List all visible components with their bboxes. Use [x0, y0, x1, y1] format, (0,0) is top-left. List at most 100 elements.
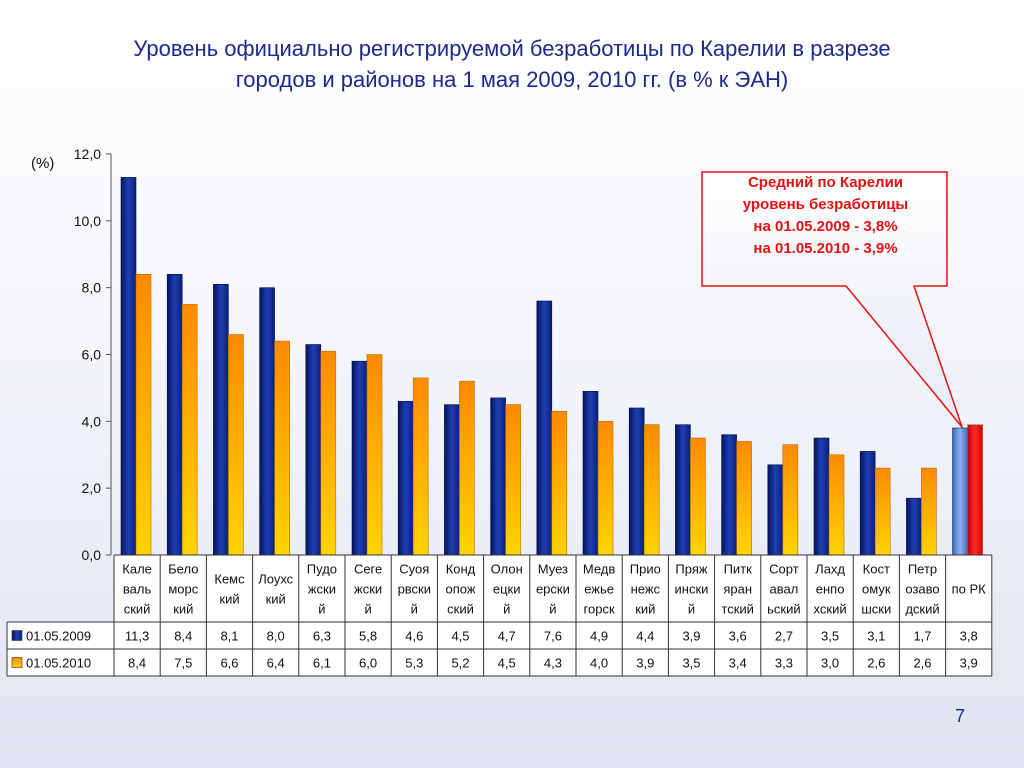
x-tick-label-line: й: [318, 602, 325, 617]
legend-swatch-2009: [11, 630, 23, 641]
x-tick-label: Конд опож ский: [445, 562, 475, 617]
x-tick-label-line: Прио: [630, 562, 661, 577]
x-tick-label-line: Пудо: [307, 562, 337, 577]
legend-label: 01.05.2009: [26, 629, 91, 644]
bar-2009: [166, 273, 183, 556]
bar-2009: [859, 451, 876, 556]
x-tick-label: по РК: [952, 582, 987, 597]
x-tick-label: Бело морс кий: [168, 562, 199, 617]
callout-line: на 01.05.2009 - 3,8%: [753, 218, 898, 235]
bar-2009: [721, 434, 737, 556]
legend-label: 01.05.2010: [26, 656, 91, 671]
x-tick-label-line: ецки: [493, 582, 521, 597]
x-tick-label-line: й: [549, 602, 556, 617]
x-tick-label-line: омук: [862, 582, 891, 597]
x-tick-label-line: нежс: [631, 582, 661, 597]
data-label: 3,6: [729, 629, 747, 644]
bar-2010: [597, 420, 614, 556]
x-tick-label: Пудо жски й: [307, 562, 337, 617]
bar-2010: [320, 350, 337, 556]
data-label: 3,8: [960, 629, 978, 644]
x-tick-label-line: Лоухс: [258, 572, 293, 587]
bar-2009: [675, 424, 691, 556]
y-tick-label: 8,0: [82, 280, 102, 296]
x-tick-label: Питк яран тский: [721, 562, 754, 617]
axis-layer: 0,0 2,0 4,0 6,0 8,0 10,0 12,0 (%): [31, 146, 112, 563]
data-label: 6,0: [359, 656, 377, 671]
data-label: 4,9: [590, 629, 608, 644]
x-tick-label: Кост омук шски: [861, 562, 891, 617]
x-tick-label-line: Кале: [122, 562, 152, 577]
bar-2010: [551, 410, 568, 556]
x-tick-label-line: Конд: [446, 562, 476, 577]
bar-2009: [397, 400, 414, 556]
data-label: 2,6: [867, 656, 885, 671]
slide-title: Уровень официально регистрируемой безраб…: [40, 33, 984, 95]
data-label: 3,1: [867, 629, 885, 644]
y-tick-label: 4,0: [82, 413, 102, 429]
x-tick-label-line: й: [411, 602, 418, 617]
x-tick-label-line: по РК: [952, 582, 987, 597]
x-tick-label-line: кий: [219, 592, 239, 607]
x-tick-label: Суоя рвски й: [398, 562, 431, 617]
y-axis-label: (%): [31, 155, 54, 172]
bar-2009: [259, 287, 275, 556]
data-label: 4,5: [498, 656, 516, 671]
x-tick-label-line: Кемс: [214, 572, 245, 587]
x-tick-label: Олон ецки й: [491, 562, 523, 617]
x-tick-label-line: валь: [123, 582, 152, 597]
x-tick-label-line: рвски: [398, 582, 431, 597]
page-number: 7: [954, 706, 965, 726]
x-tick-label: Муез ерски й: [536, 562, 570, 617]
bar-2010: [782, 444, 799, 556]
x-tick-label-line: ский: [447, 602, 474, 617]
callout-line: Средний по Карелии: [747, 174, 904, 191]
x-tick-label-line: Сорт: [769, 562, 799, 577]
bar-2010: [643, 424, 660, 556]
x-tick-label: Лахд енпо хский: [814, 562, 847, 617]
bar-2009: [444, 404, 460, 556]
x-tick-label-line: Суоя: [399, 562, 429, 577]
bar-2010: [505, 404, 521, 556]
x-tick-label-line: Кост: [863, 562, 890, 577]
data-label: 3,5: [821, 629, 839, 644]
data-label: 3,5: [682, 656, 700, 671]
data-label: 4,4: [636, 629, 654, 644]
data-label: 1,7: [913, 629, 931, 644]
data-label: 3,9: [960, 656, 978, 671]
x-tick-label-line: кий: [266, 592, 286, 607]
y-tick-label: 12,0: [74, 146, 101, 162]
x-tick-label: Прио нежс кий: [630, 562, 661, 617]
data-label: 3,0: [821, 656, 839, 671]
x-tick-label: Кемс кий: [214, 572, 245, 607]
bar-2009: [906, 497, 922, 556]
bar-2009: [490, 397, 506, 556]
x-tick-label-line: енпо: [816, 582, 845, 597]
slide-title-line: Уровень официально регистрируемой безраб…: [133, 36, 891, 61]
data-label: 7,6: [544, 629, 562, 644]
data-label: 3,9: [682, 629, 700, 644]
callout-shape: [701, 171, 963, 428]
x-tick-label-line: кий: [173, 602, 193, 617]
data-table: Кале валь ский Бело морс кий Кемс кий Лоухс кий Пу…: [6, 554, 993, 677]
x-tick-label-line: шски: [861, 602, 891, 617]
y-tick-label: 6,0: [82, 347, 102, 363]
bar-2010: [228, 334, 244, 556]
x-tick-label-line: опож: [445, 582, 475, 597]
table-header-bg: [114, 555, 992, 622]
y-tick-label: 10,0: [74, 213, 101, 229]
data-label: 4,5: [451, 629, 469, 644]
bar-2010: [181, 304, 198, 556]
x-tick-label-line: Муез: [538, 562, 568, 577]
data-label: 2,6: [913, 656, 931, 671]
x-tick-label-line: жски: [354, 582, 382, 597]
bar-2009: [952, 427, 968, 556]
x-tick-label-line: Питк: [724, 562, 753, 577]
x-tick-label-line: Пряж: [675, 562, 707, 577]
callout-line: на 01.05.2010 - 3,9%: [753, 240, 898, 257]
bar-2009: [582, 390, 599, 556]
bar-2010: [967, 424, 983, 556]
x-tick-label-line: Сеге: [354, 562, 382, 577]
x-tick-label: Медв ежье горск: [583, 562, 616, 617]
